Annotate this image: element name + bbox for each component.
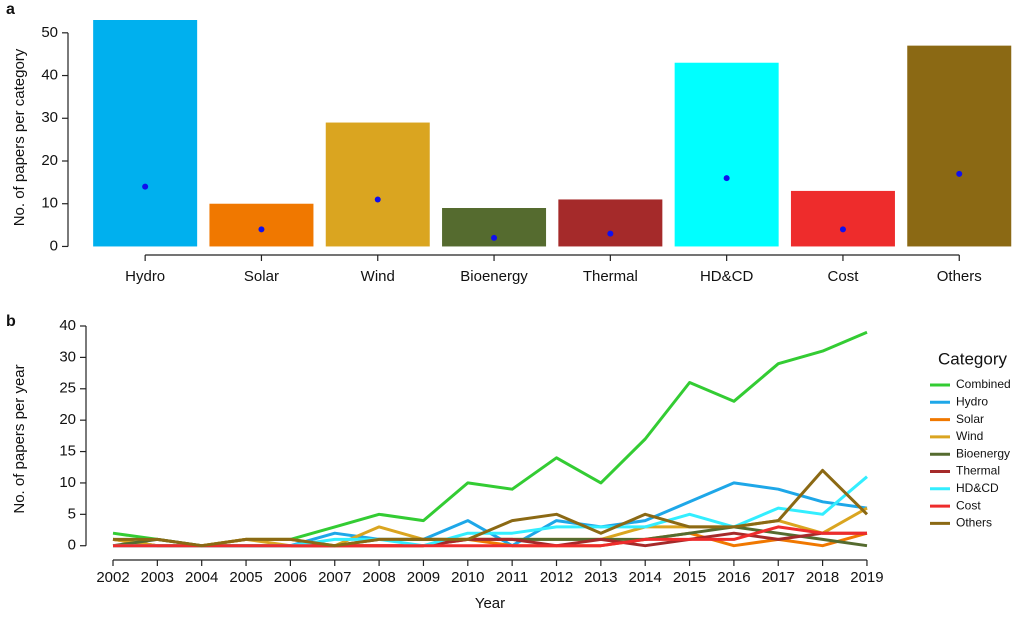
y-tick-label: 10 xyxy=(41,195,58,212)
y-tick-label: 20 xyxy=(59,411,76,428)
x-tick-label: 2018 xyxy=(806,569,839,586)
dot xyxy=(491,234,498,241)
x-axis-label: Year xyxy=(475,595,505,612)
bar xyxy=(907,45,1012,247)
dot xyxy=(956,170,963,177)
dot xyxy=(258,226,265,233)
bar xyxy=(790,190,895,247)
x-tick-label: 2008 xyxy=(362,569,395,586)
dot xyxy=(839,226,846,233)
bar xyxy=(674,62,779,247)
y-tick-label: 50 xyxy=(41,24,58,41)
x-tick-label: 2009 xyxy=(407,569,440,586)
line xyxy=(113,525,867,548)
y-tick-label: 5 xyxy=(68,505,76,522)
x-tick-label: Thermal xyxy=(583,268,638,285)
x-tick-label: HD&CD xyxy=(700,268,754,285)
x-tick-label: 2019 xyxy=(850,569,883,586)
x-tick-label: 2012 xyxy=(540,569,573,586)
x-tick-label: 2002 xyxy=(96,569,129,586)
x-tick-label: Hydro xyxy=(125,268,165,285)
dot xyxy=(723,175,730,182)
x-tick-label: 2010 xyxy=(451,569,484,586)
y-axis-label: No. of papers per category xyxy=(11,48,28,226)
legend-label: Combined xyxy=(956,377,1011,391)
legend-label: HD&CD xyxy=(956,481,999,495)
y-tick-label: 30 xyxy=(41,109,58,126)
x-tick-label: 2007 xyxy=(318,569,351,586)
x-tick-label: Bioenergy xyxy=(460,268,528,285)
x-tick-label: 2016 xyxy=(717,569,750,586)
legend-label: Hydro xyxy=(956,394,988,408)
y-tick-label: 40 xyxy=(41,67,58,84)
legend-label: Bioenergy xyxy=(956,446,1010,460)
x-tick-label: 2003 xyxy=(141,569,174,586)
x-tick-label: Cost xyxy=(828,268,860,285)
y-axis-label: No. of papers per year xyxy=(11,364,28,513)
x-tick-label: 2015 xyxy=(673,569,706,586)
y-tick-label: 10 xyxy=(59,474,76,491)
x-tick-label: 2013 xyxy=(584,569,617,586)
x-tick-label: Wind xyxy=(361,268,395,285)
line xyxy=(112,330,868,548)
legend-label: Wind xyxy=(956,429,983,443)
x-tick-label: 2006 xyxy=(274,569,307,586)
y-tick-label: 20 xyxy=(41,152,58,169)
x-tick-label: 2011 xyxy=(496,569,528,586)
bar xyxy=(93,20,198,247)
x-tick-label: 2005 xyxy=(229,569,262,586)
y-tick-label: 0 xyxy=(68,537,76,554)
bar xyxy=(325,122,430,247)
panel-label: b xyxy=(6,313,16,330)
dot xyxy=(607,230,614,237)
line xyxy=(113,468,869,548)
y-tick-label: 0 xyxy=(50,237,58,254)
x-tick-label: 2004 xyxy=(185,569,218,586)
dot xyxy=(374,196,381,203)
legend-label: Others xyxy=(956,516,992,530)
y-tick-label: 25 xyxy=(59,380,76,397)
bar xyxy=(209,203,314,247)
legend-title: Category xyxy=(938,349,1007,368)
x-tick-label: 2014 xyxy=(629,569,662,586)
dot xyxy=(142,183,149,190)
legend-label: Solar xyxy=(956,412,984,426)
y-tick-label: 15 xyxy=(59,443,76,460)
x-tick-label: Others xyxy=(937,268,982,285)
legend-label: Thermal xyxy=(956,464,1000,478)
x-tick-label: 2017 xyxy=(762,569,795,586)
bar xyxy=(558,199,663,247)
legend-label: Cost xyxy=(956,498,981,512)
y-tick-label: 40 xyxy=(59,317,76,334)
panel-label: a xyxy=(6,1,15,18)
y-tick-label: 30 xyxy=(59,348,76,365)
x-tick-label: Solar xyxy=(244,268,279,285)
